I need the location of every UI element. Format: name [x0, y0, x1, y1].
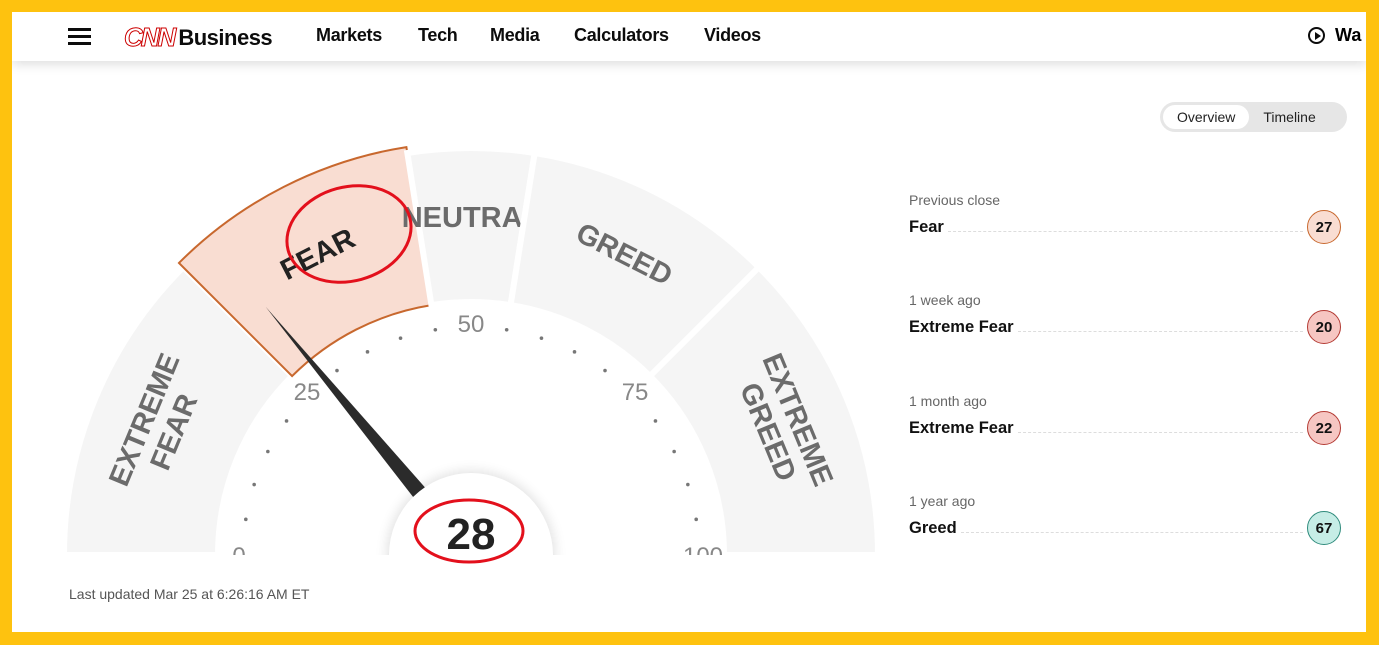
watch-button[interactable]: Wa: [1308, 25, 1361, 46]
tick-dot: [572, 350, 577, 354]
tick-dot: [244, 517, 248, 522]
gauge-value: 28: [447, 510, 496, 559]
tab-timeline[interactable]: Timeline: [1263, 109, 1316, 125]
play-icon: [1308, 27, 1325, 44]
header: CNN Business Markets Tech Media Calculat…: [12, 12, 1366, 61]
history-rating: Fear: [909, 217, 944, 236]
fear-greed-gauge: EXTREMEFEARFEARNEUTRALGREEDEXTREMEGREED0…: [12, 145, 912, 632]
menu-icon[interactable]: [68, 26, 92, 46]
nav-media[interactable]: Media: [490, 25, 540, 45]
tick-dot: [252, 482, 256, 487]
gauge-base: [12, 555, 912, 632]
gauge-needle: [265, 306, 433, 507]
page: CNN Business Markets Tech Media Calculat…: [12, 12, 1366, 632]
tick-dot: [365, 350, 370, 354]
tab-overview[interactable]: Overview: [1163, 105, 1250, 129]
segment-label: NEUTRAL: [402, 202, 541, 234]
nav-calculators[interactable]: Calculators: [574, 25, 669, 45]
cnn-logo: CNN: [123, 22, 176, 53]
history-score-badge: 27: [1307, 210, 1341, 244]
tick-dot: [672, 449, 676, 454]
divider: [947, 230, 1303, 232]
tick-dot: [266, 449, 270, 454]
segment-label-line: NEUTRAL: [402, 202, 541, 234]
last-updated: Last updated Mar 25 at 6:26:16 AM ET: [69, 586, 310, 602]
annotation-circle-fear: [285, 184, 413, 284]
tick-dot: [504, 328, 509, 332]
history-score-badge: 20: [1307, 310, 1341, 344]
gauge-segment: [645, 262, 882, 558]
cnn-business-logo[interactable]: CNN Business: [123, 22, 273, 53]
history-rating: Greed: [909, 518, 957, 537]
tick-dot: [653, 419, 658, 423]
tick-dot: [686, 482, 690, 487]
history-when: Previous close: [909, 192, 1001, 208]
tick-dot: [335, 368, 339, 373]
history-item: 1 week ago Extreme Fear 20: [909, 292, 1341, 344]
history-rating: Extreme Fear: [909, 418, 1014, 437]
annotation-circle-value: [413, 498, 525, 564]
tick-dot: [539, 336, 544, 340]
tick-label: 50: [458, 311, 485, 338]
tick-dot: [284, 419, 289, 423]
view-toggle: Overview Timeline: [1160, 102, 1347, 132]
tick-label: 75: [622, 379, 649, 406]
history-score-badge: 67: [1307, 511, 1341, 545]
gauge-segment: [60, 262, 297, 558]
history-when: 1 week ago: [909, 292, 981, 308]
brand-name: Business: [178, 24, 273, 50]
history-rating: Extreme Fear: [909, 317, 1014, 336]
nav-tech[interactable]: Tech: [418, 25, 458, 45]
history-when: 1 month ago: [909, 393, 987, 409]
tick-dot: [433, 328, 438, 332]
divider: [1017, 431, 1303, 433]
nav-videos[interactable]: Videos: [704, 25, 761, 45]
tick-label: 25: [294, 379, 321, 406]
nav-markets[interactable]: Markets: [316, 25, 382, 45]
watch-label: Wa: [1335, 25, 1362, 45]
divider: [1017, 330, 1303, 332]
history-score-badge: 22: [1307, 411, 1341, 445]
history-item: 1 month ago Extreme Fear 22: [909, 393, 1341, 445]
tick-dot: [603, 368, 607, 373]
gauge-segment: [177, 145, 433, 378]
history-item: 1 year ago Greed 67: [909, 493, 1341, 545]
tick-dot: [398, 336, 403, 340]
history-when: 1 year ago: [909, 493, 976, 509]
history-item: Previous close Fear 27: [909, 192, 1341, 244]
tick-dot: [694, 517, 698, 522]
divider: [960, 531, 1303, 533]
